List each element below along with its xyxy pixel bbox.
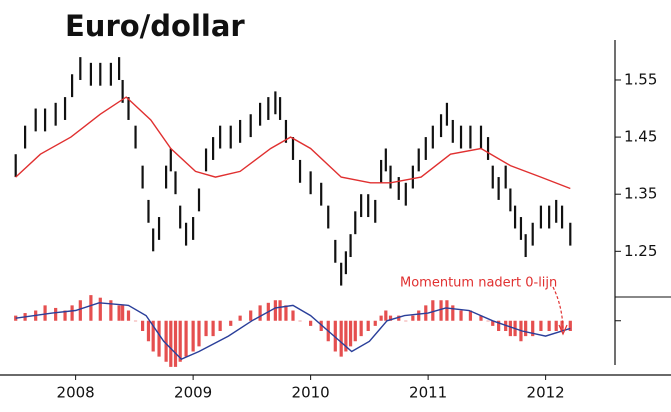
momentum-bar [229, 320, 233, 326]
momentum-bar [89, 295, 93, 321]
momentum-bar [508, 320, 512, 337]
momentum-bar [348, 320, 353, 347]
moving-average [15, 96, 571, 190]
momentum-bar [439, 300, 443, 321]
momentum-bar [278, 300, 282, 321]
momentum-bar [319, 320, 323, 331]
momentum-bar [273, 300, 277, 321]
momentum-bar [539, 320, 543, 331]
momentum-bar [411, 315, 415, 321]
momentum-bar [151, 320, 155, 352]
momentum-bar [98, 297, 102, 321]
annotation: Momentum nadert 0-lijn [400, 276, 557, 291]
momentum-bar [70, 305, 74, 321]
momentum-bar [366, 320, 370, 331]
momentum-bar [531, 320, 535, 337]
momentum-bar [178, 320, 182, 362]
momentum-bar [451, 305, 455, 321]
momentum-bar [479, 315, 483, 321]
momentum-bar [459, 310, 463, 321]
momentum-bar [309, 320, 313, 326]
momentum-bar [173, 320, 178, 367]
momentum-bar [157, 320, 161, 357]
momentum-bar [218, 320, 222, 331]
momentum-bar [109, 300, 113, 321]
momentum-bar [63, 310, 67, 321]
momentum-bar [359, 320, 363, 337]
momentum-bar [486, 320, 490, 322]
momentum-bar [404, 320, 408, 322]
momentum-bar [373, 320, 377, 326]
momentum-bar [54, 307, 58, 321]
momentum-bar [560, 320, 564, 331]
y-tick-label: 1.45 [624, 128, 657, 146]
x-tick-label: 2009 [174, 384, 212, 402]
annotation-arrow [552, 286, 564, 329]
momentum-bar [164, 320, 168, 362]
momentum-bar [524, 320, 528, 337]
momentum-bar [121, 305, 125, 321]
x-tick-label: 2012 [527, 384, 565, 402]
y-tick-label: 1.55 [624, 70, 657, 88]
momentum-bar [491, 320, 495, 326]
y-tick-label: 1.25 [624, 242, 657, 260]
arrow-head [558, 324, 568, 336]
momentum-bar [204, 320, 208, 337]
momentum-bar [547, 320, 551, 331]
momentum-bar [191, 320, 195, 352]
momentum-bar [431, 300, 435, 321]
x-tick-label: 2008 [57, 384, 95, 402]
momentum-bar [211, 320, 215, 337]
momentum-bar [238, 315, 242, 321]
momentum-bar [141, 320, 145, 331]
momentum-bar [78, 300, 82, 321]
x-tick-label: 2011 [409, 384, 447, 402]
momentum-signal [15, 302, 571, 361]
momentum-bar [258, 305, 262, 321]
momentum-bar [197, 320, 201, 347]
momentum-bar [554, 320, 558, 331]
momentum-bar [445, 300, 449, 321]
momentum-bar [133, 320, 138, 322]
momentum-bar [384, 310, 388, 321]
chart-title: Euro/dollar [65, 9, 245, 43]
momentum-bar [249, 310, 253, 321]
momentum-bar [184, 320, 188, 357]
momentum-bar [43, 305, 47, 321]
momentum-bar [298, 320, 302, 322]
y-tick-label: 1.35 [624, 185, 657, 203]
momentum-bar [339, 320, 343, 357]
momentum-bar [417, 310, 421, 321]
momentum-bar [333, 320, 337, 352]
momentum-bar [353, 320, 357, 342]
momentum-bar [117, 305, 121, 321]
x-tick-label: 2010 [292, 384, 330, 402]
momentum-bar [344, 320, 348, 352]
momentum-bar [126, 310, 131, 321]
momentum-bar [169, 320, 173, 367]
momentum-bar [568, 320, 572, 331]
momentum-bar [497, 320, 501, 331]
momentum-bar [388, 315, 393, 321]
momentum-bar [468, 310, 473, 321]
momentum-bar [146, 320, 151, 342]
momentum-bar [379, 315, 383, 321]
momentum-bar [397, 315, 401, 321]
momentum-bar [284, 305, 288, 321]
momentum-bar [291, 310, 295, 321]
